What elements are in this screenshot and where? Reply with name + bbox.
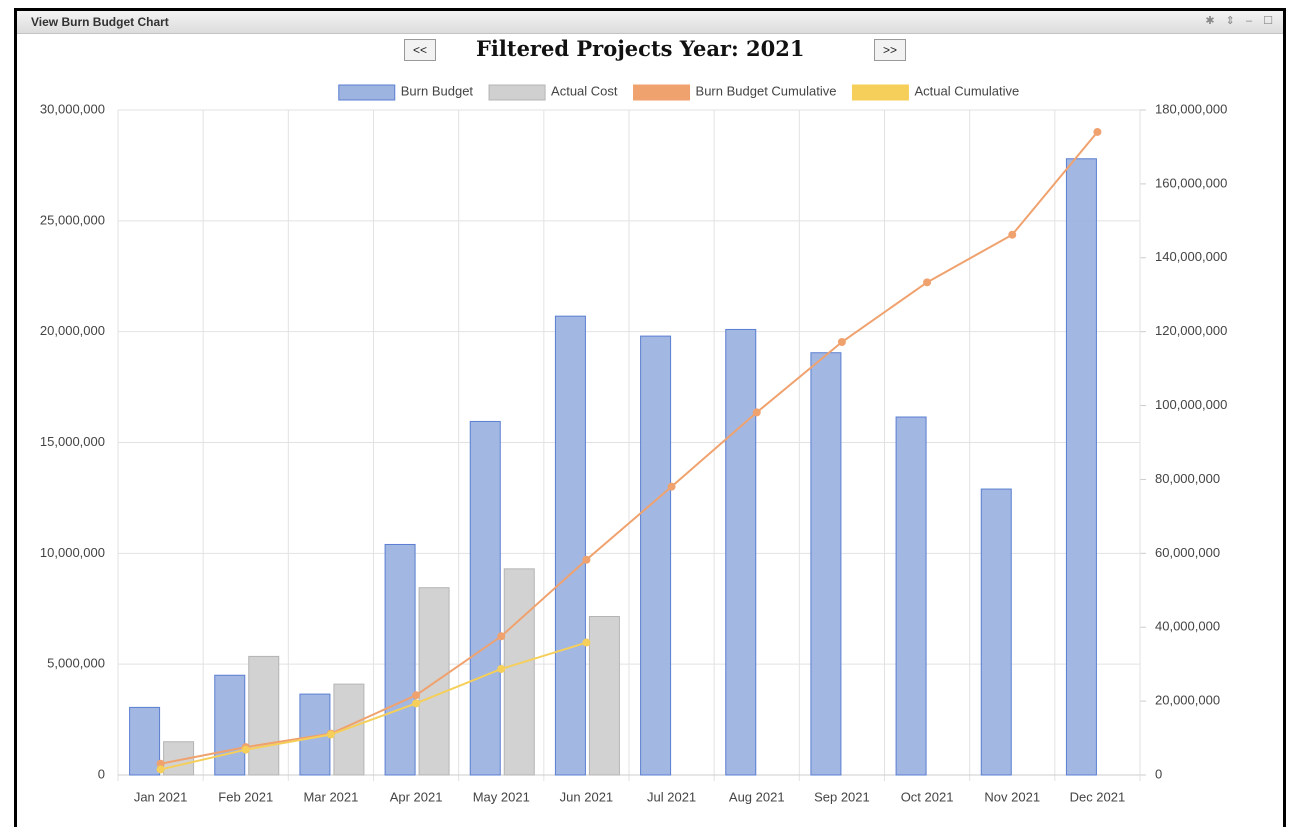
next-button[interactable]: >> xyxy=(874,39,907,61)
panel-header: View Burn Budget Chart ✱ ⇕ – ☐ xyxy=(17,11,1283,34)
prev-button[interactable]: << xyxy=(404,39,437,61)
panel-icons[interactable]: ✱ ⇕ – ☐ xyxy=(1205,15,1277,27)
panel: View Burn Budget Chart ✱ ⇕ – ☐ xyxy=(14,8,1286,827)
panel-title: View Burn Budget Chart xyxy=(31,15,169,29)
chart-title: Filtered Projects Year: 2021 xyxy=(476,36,805,61)
